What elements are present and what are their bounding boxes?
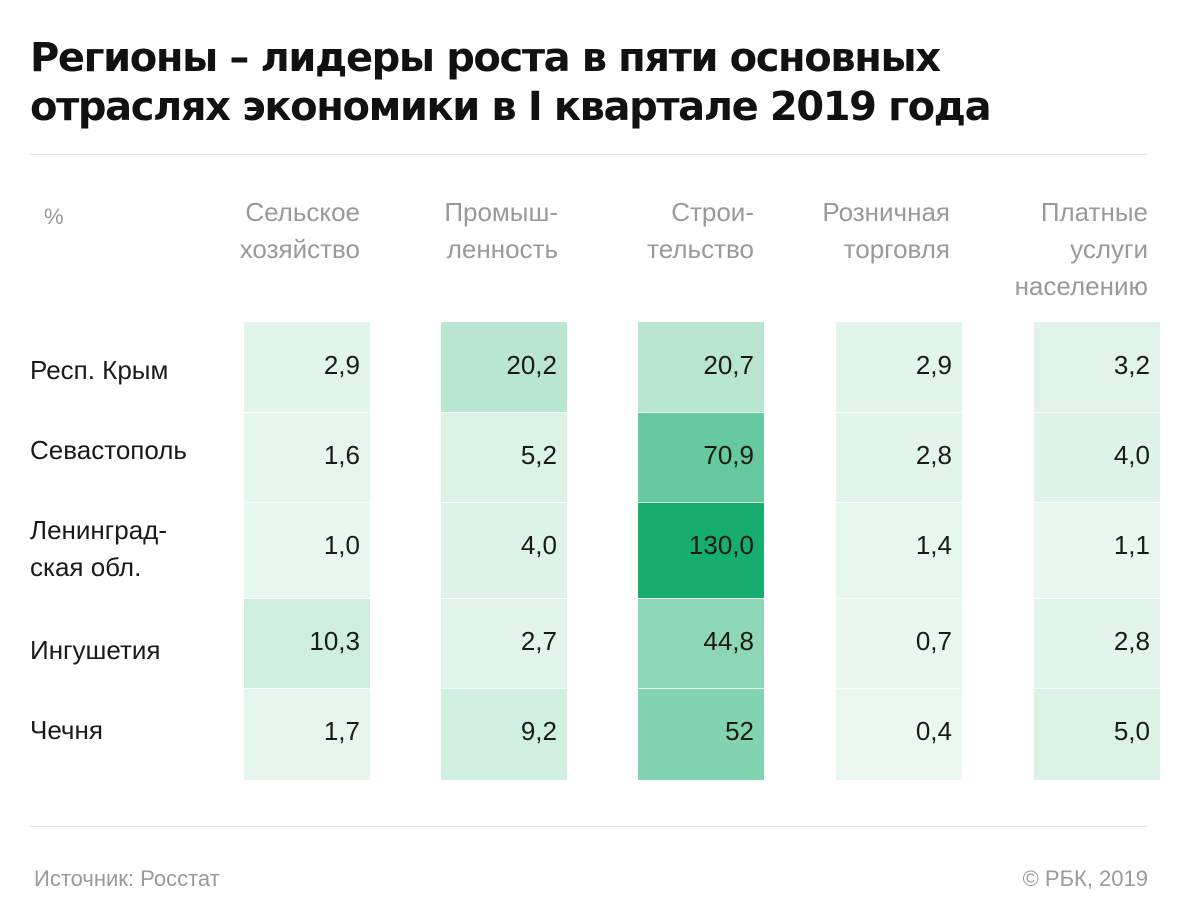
heatmap-cell-paid-services: 1,1 bbox=[1034, 502, 1160, 598]
column-header-industry: Промыш- ленность bbox=[444, 197, 558, 264]
heatmap-cell-industry: 4,0 bbox=[441, 502, 567, 598]
heatmap-cell-industry: 5,2 bbox=[441, 412, 567, 502]
column-header-retail: Розничная торговля bbox=[822, 197, 950, 264]
row-label-crimea: Респ. Крым bbox=[30, 355, 169, 385]
heatmap-cell-paid-services: 5,0 bbox=[1034, 688, 1160, 780]
heatmap-cell-paid-services: 2,8 bbox=[1034, 598, 1160, 688]
heatmap-cell-retail: 0,7 bbox=[836, 598, 962, 688]
heatmap-cell-retail: 1,4 bbox=[836, 502, 962, 598]
source-note: Источник: Росстат bbox=[34, 866, 220, 891]
top-divider bbox=[30, 154, 1147, 155]
column-header-construction: Строи- тельство bbox=[647, 197, 754, 264]
heatmap-cell-agriculture: 1,6 bbox=[244, 412, 370, 502]
heatmap-cell-retail: 2,8 bbox=[836, 412, 962, 502]
heatmap-cell-agriculture: 2,9 bbox=[244, 322, 370, 412]
heatmap-cell-agriculture: 10,3 bbox=[244, 598, 370, 688]
heatmap-cell-industry: 2,7 bbox=[441, 598, 567, 688]
heatmap-cell-construction: 44,8 bbox=[638, 598, 764, 688]
heatmap-cell-industry: 20,2 bbox=[441, 322, 567, 412]
row-label-leningrad: Ленинград- ская обл. bbox=[30, 515, 167, 582]
chart-title: Регионы – лидеры роста в пяти основных о… bbox=[30, 35, 992, 130]
row-label-chechnya: Чечня bbox=[30, 715, 103, 745]
heatmap-cell-retail: 2,9 bbox=[836, 322, 962, 412]
column-header-paid-services: Платные услуги населению bbox=[1014, 197, 1148, 301]
row-label-ingushetia: Ингушетия bbox=[30, 635, 161, 665]
bottom-divider bbox=[30, 826, 1147, 827]
unit-label: % bbox=[44, 204, 64, 229]
heatmap-cell-paid-services: 4,0 bbox=[1034, 412, 1160, 502]
heatmap-cell-agriculture: 1,7 bbox=[244, 688, 370, 780]
heatmap-cell-construction: 52 bbox=[638, 688, 764, 780]
heatmap-cell-agriculture: 1,0 bbox=[244, 502, 370, 598]
heatmap-cell-construction: 20,7 bbox=[638, 322, 764, 412]
row-label-sevastopol: Севастополь bbox=[30, 435, 187, 465]
heatmap-cell-construction: 70,9 bbox=[638, 412, 764, 502]
heatmap-cell-construction: 130,0 bbox=[638, 502, 764, 598]
copyright-note: © РБК, 2019 bbox=[1022, 866, 1148, 891]
column-header-agriculture: Сельское хозяйство bbox=[239, 197, 360, 264]
heatmap-cell-industry: 9,2 bbox=[441, 688, 567, 780]
heatmap-cell-retail: 0,4 bbox=[836, 688, 962, 780]
heatmap-cell-paid-services: 3,2 bbox=[1034, 322, 1160, 412]
